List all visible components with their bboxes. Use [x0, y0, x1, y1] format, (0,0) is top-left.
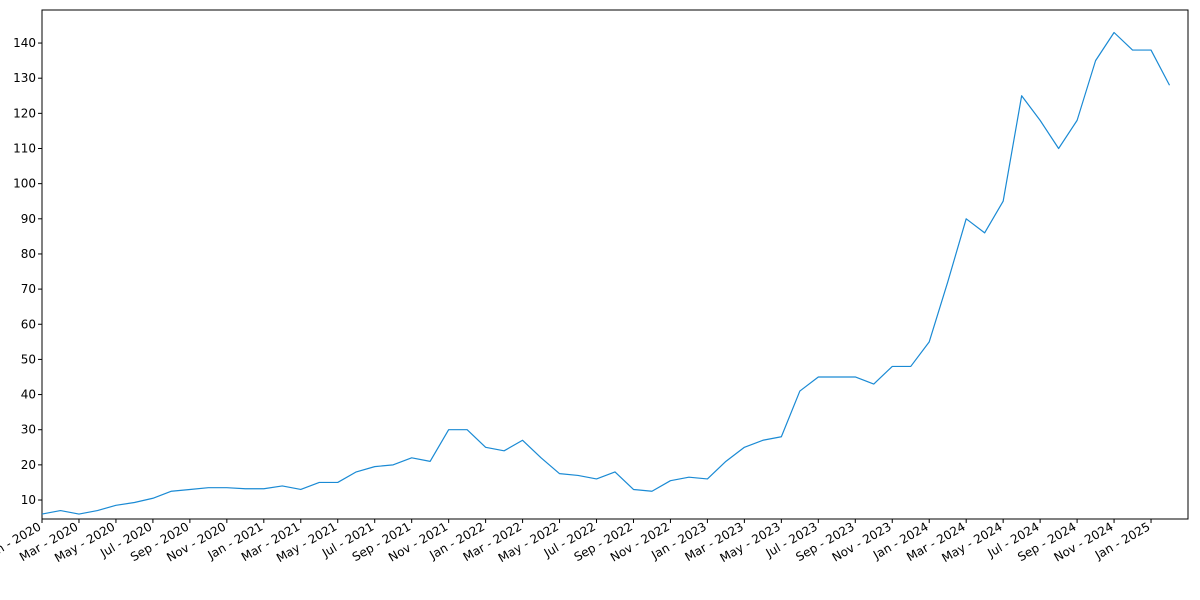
- y-tick-label: 90: [21, 212, 36, 226]
- y-tick-label: 130: [13, 71, 36, 85]
- y-tick-label: 20: [21, 458, 36, 472]
- y-tick-label: 50: [21, 352, 36, 366]
- y-tick-label: 60: [21, 317, 36, 331]
- y-tick-label: 120: [13, 106, 36, 120]
- y-tick-label: 10: [21, 493, 36, 507]
- y-tick-label: 80: [21, 247, 36, 261]
- y-tick-label: 140: [13, 36, 36, 50]
- y-tick-label: 100: [13, 177, 36, 191]
- y-tick-label: 30: [21, 423, 36, 437]
- y-tick-label: 40: [21, 388, 36, 402]
- price-line: [41, 31, 1171, 515]
- y-tick-label: 110: [13, 141, 36, 155]
- plot-frame: [41, 9, 1189, 520]
- y-tick-label: 70: [21, 282, 36, 296]
